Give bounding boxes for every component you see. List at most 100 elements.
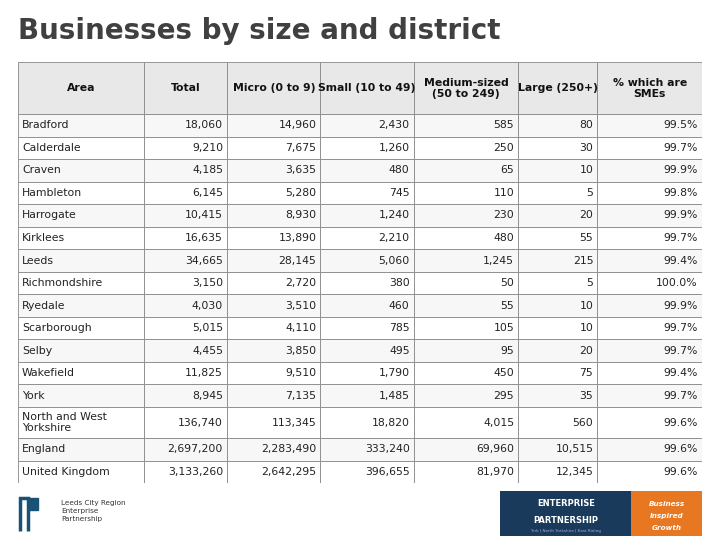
Text: 1,245: 1,245	[483, 255, 514, 266]
Bar	[518, 249, 598, 272]
Bar	[598, 204, 702, 227]
Text: 11,825: 11,825	[185, 368, 223, 378]
Text: 30: 30	[580, 143, 593, 153]
Text: 1,485: 1,485	[379, 391, 410, 401]
Bar	[598, 317, 702, 340]
Text: 5: 5	[587, 188, 593, 198]
Bar	[18, 384, 144, 407]
Bar	[320, 181, 414, 204]
Text: Hambleton: Hambleton	[22, 188, 82, 198]
Bar	[598, 384, 702, 407]
Bar	[598, 272, 702, 294]
Text: 333,240: 333,240	[365, 444, 410, 455]
Bar	[227, 272, 320, 294]
Text: 80: 80	[580, 120, 593, 130]
Bar	[18, 461, 144, 483]
Text: 100.0%: 100.0%	[656, 278, 698, 288]
Text: Wakefield: Wakefield	[22, 368, 75, 378]
Text: Calderdale: Calderdale	[22, 143, 81, 153]
Text: 13,890: 13,890	[279, 233, 316, 243]
Text: 8,945: 8,945	[192, 391, 223, 401]
Text: 585: 585	[493, 120, 514, 130]
Text: 495: 495	[389, 346, 410, 356]
Bar	[18, 407, 144, 438]
Bar	[227, 114, 320, 137]
Bar	[320, 340, 414, 362]
Text: 55: 55	[580, 233, 593, 243]
Text: 14,960: 14,960	[279, 120, 316, 130]
Bar	[144, 159, 227, 181]
Bar	[414, 438, 518, 461]
Bar	[598, 407, 702, 438]
Text: Selby: Selby	[22, 346, 53, 356]
Text: Small (10 to 49): Small (10 to 49)	[318, 83, 415, 93]
Bar	[320, 438, 414, 461]
Text: 34,665: 34,665	[185, 255, 223, 266]
Text: 99.6%: 99.6%	[664, 417, 698, 428]
Text: United Kingdom: United Kingdom	[22, 467, 110, 477]
Text: 95: 95	[500, 346, 514, 356]
Bar	[144, 362, 227, 384]
Bar	[227, 159, 320, 181]
Text: 3,133,260: 3,133,260	[168, 467, 223, 477]
Bar	[414, 114, 518, 137]
Bar	[518, 204, 598, 227]
Text: 5: 5	[587, 278, 593, 288]
Text: Inspired: Inspired	[650, 513, 683, 519]
Text: 110: 110	[493, 188, 514, 198]
Text: 10,515: 10,515	[555, 444, 593, 455]
Text: Bradford: Bradford	[22, 120, 70, 130]
Bar	[18, 227, 144, 249]
Bar	[18, 272, 144, 294]
Text: 4,455: 4,455	[192, 346, 223, 356]
Bar	[144, 461, 227, 483]
Text: 560: 560	[572, 417, 593, 428]
Text: 4,030: 4,030	[192, 301, 223, 310]
Bar	[414, 407, 518, 438]
Text: 215: 215	[572, 255, 593, 266]
Text: 10: 10	[580, 301, 593, 310]
Bar	[227, 362, 320, 384]
Bar	[144, 340, 227, 362]
Text: 10: 10	[580, 323, 593, 333]
Text: Leeds City Region
Enterprise
Partnership: Leeds City Region Enterprise Partnership	[61, 500, 126, 522]
Text: 55: 55	[500, 301, 514, 310]
Text: 16,635: 16,635	[185, 233, 223, 243]
Bar	[518, 137, 598, 159]
Bar	[414, 249, 518, 272]
Text: 12,345: 12,345	[555, 467, 593, 477]
Text: 99.7%: 99.7%	[664, 143, 698, 153]
Text: 7,675: 7,675	[285, 143, 316, 153]
Bar	[320, 204, 414, 227]
Bar	[144, 294, 227, 317]
Text: Area: Area	[67, 83, 95, 93]
Text: 5,280: 5,280	[285, 188, 316, 198]
Text: 480: 480	[389, 165, 410, 176]
Text: 105: 105	[493, 323, 514, 333]
Bar	[518, 62, 598, 114]
Bar	[518, 227, 598, 249]
Text: 396,655: 396,655	[365, 467, 410, 477]
Text: 35: 35	[580, 391, 593, 401]
Bar	[227, 249, 320, 272]
Bar	[598, 249, 702, 272]
Bar	[414, 294, 518, 317]
Bar	[414, 62, 518, 114]
Text: 785: 785	[389, 323, 410, 333]
Text: Richmondshire: Richmondshire	[22, 278, 104, 288]
Bar	[18, 317, 144, 340]
Bar	[144, 204, 227, 227]
Bar	[227, 181, 320, 204]
Bar	[144, 407, 227, 438]
Bar	[18, 249, 144, 272]
Bar	[18, 181, 144, 204]
Bar	[414, 362, 518, 384]
Text: 6,145: 6,145	[192, 188, 223, 198]
Bar	[518, 317, 598, 340]
Text: 1,260: 1,260	[379, 143, 410, 153]
Text: 99.7%: 99.7%	[664, 323, 698, 333]
Bar	[414, 317, 518, 340]
Text: 99.5%: 99.5%	[664, 120, 698, 130]
Bar	[518, 159, 598, 181]
Text: 99.4%: 99.4%	[664, 368, 698, 378]
